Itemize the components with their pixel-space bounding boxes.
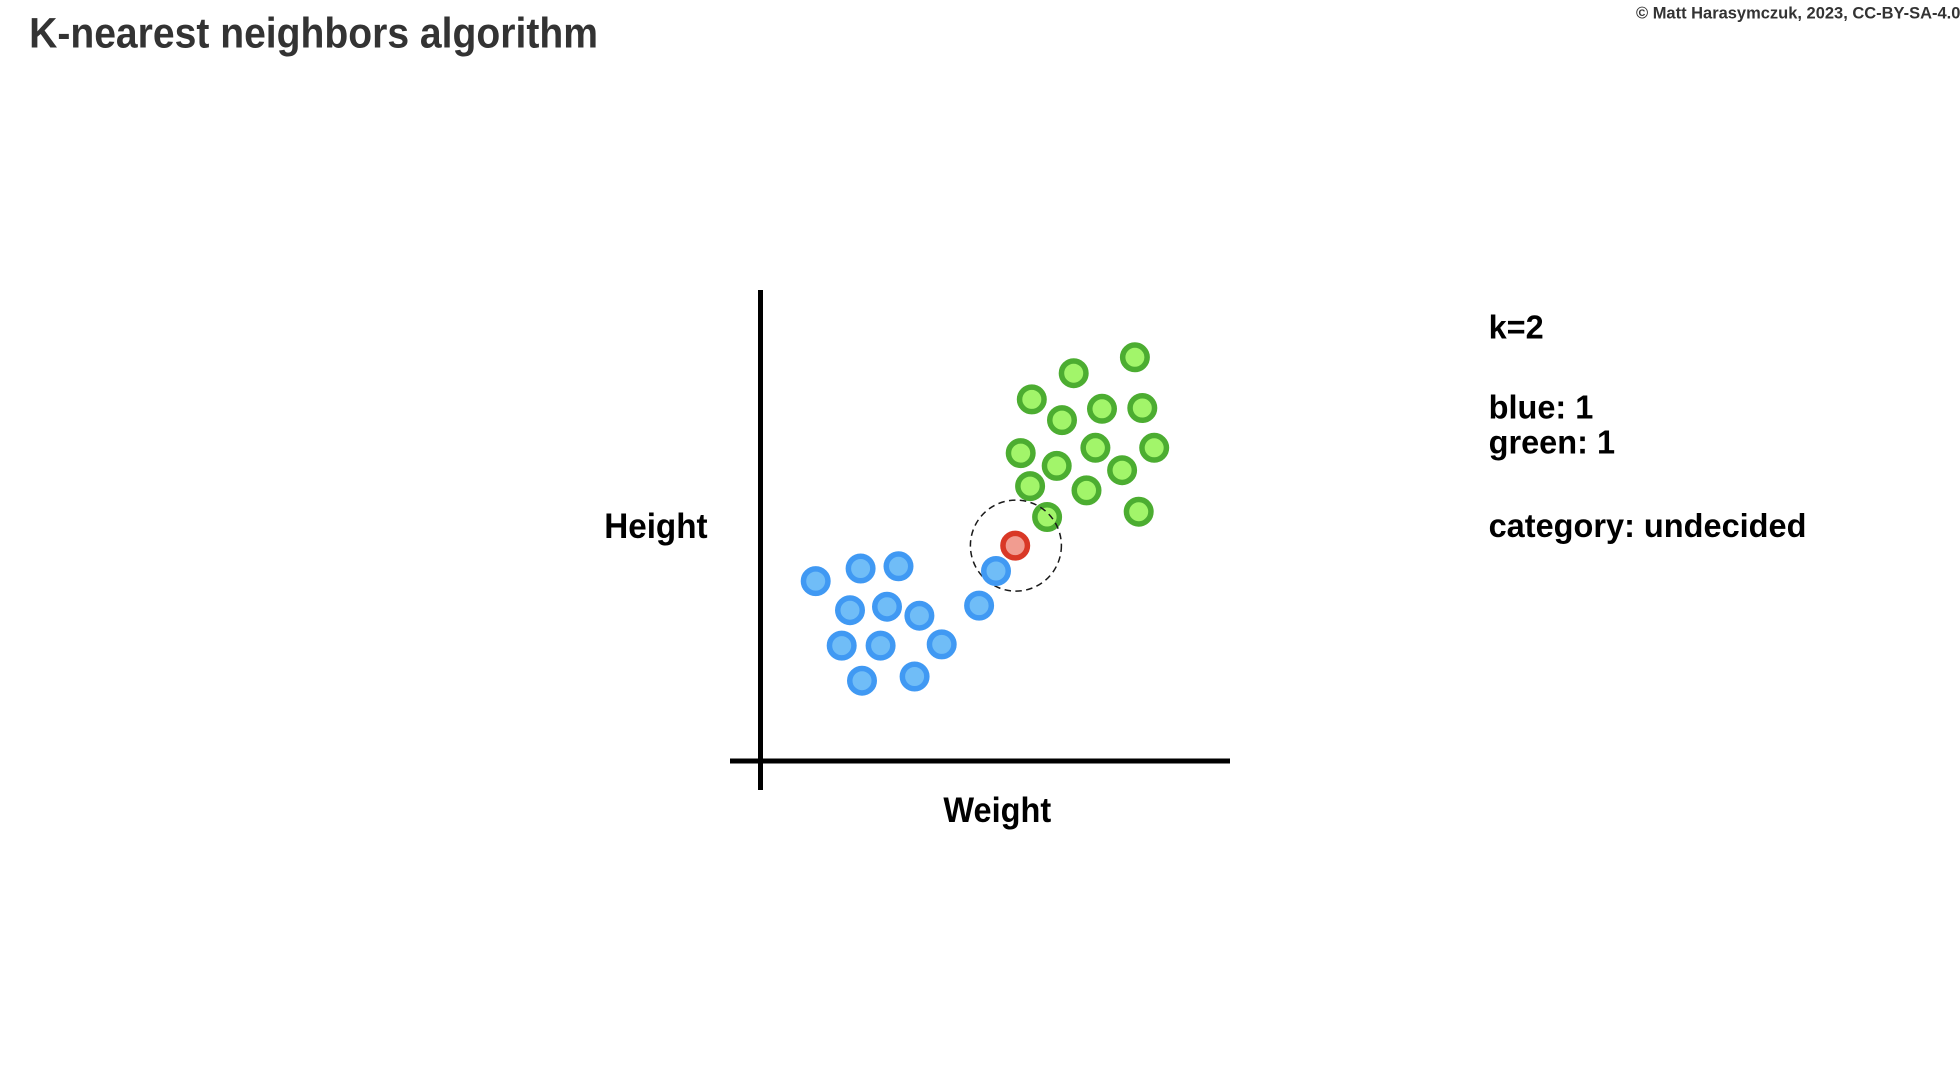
svg-text:k=2: k=2 [1489,308,1544,345]
svg-text:blue: 1: blue: 1 [1489,388,1594,425]
svg-text:green: 1: green: 1 [1489,423,1615,460]
svg-text:K-nearest neighbors algorithm: K-nearest neighbors algorithm [29,9,598,57]
svg-text:© Matt Harasymczuk, 2023, CC-B: © Matt Harasymczuk, 2023, CC-BY-SA-4.0 [1636,3,1960,22]
svg-text:category: undecided: category: undecided [1489,507,1807,544]
svg-text:Weight: Weight [943,791,1051,830]
svg-text:Height: Height [604,507,707,546]
